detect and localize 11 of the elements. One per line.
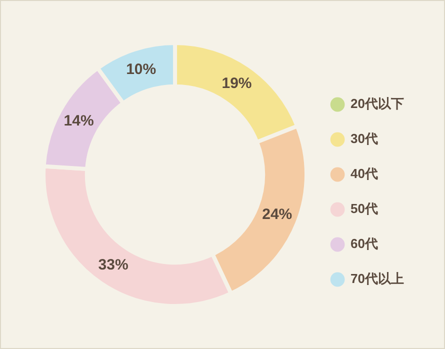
legend-label: 50代 bbox=[350, 201, 378, 216]
data-label: 24% bbox=[262, 206, 292, 224]
legend-label: 70代以上 bbox=[350, 271, 404, 286]
data-label: 33% bbox=[98, 256, 128, 274]
legend-label: 20代以下 bbox=[350, 96, 404, 112]
data-label: 10% bbox=[126, 61, 156, 78]
legend-label: 60代 bbox=[350, 236, 378, 252]
legend-label: 30代 bbox=[350, 131, 378, 146]
legend-label: 40代 bbox=[350, 166, 378, 182]
data-label: 19% bbox=[222, 74, 252, 92]
data-label: 14% bbox=[64, 112, 94, 130]
